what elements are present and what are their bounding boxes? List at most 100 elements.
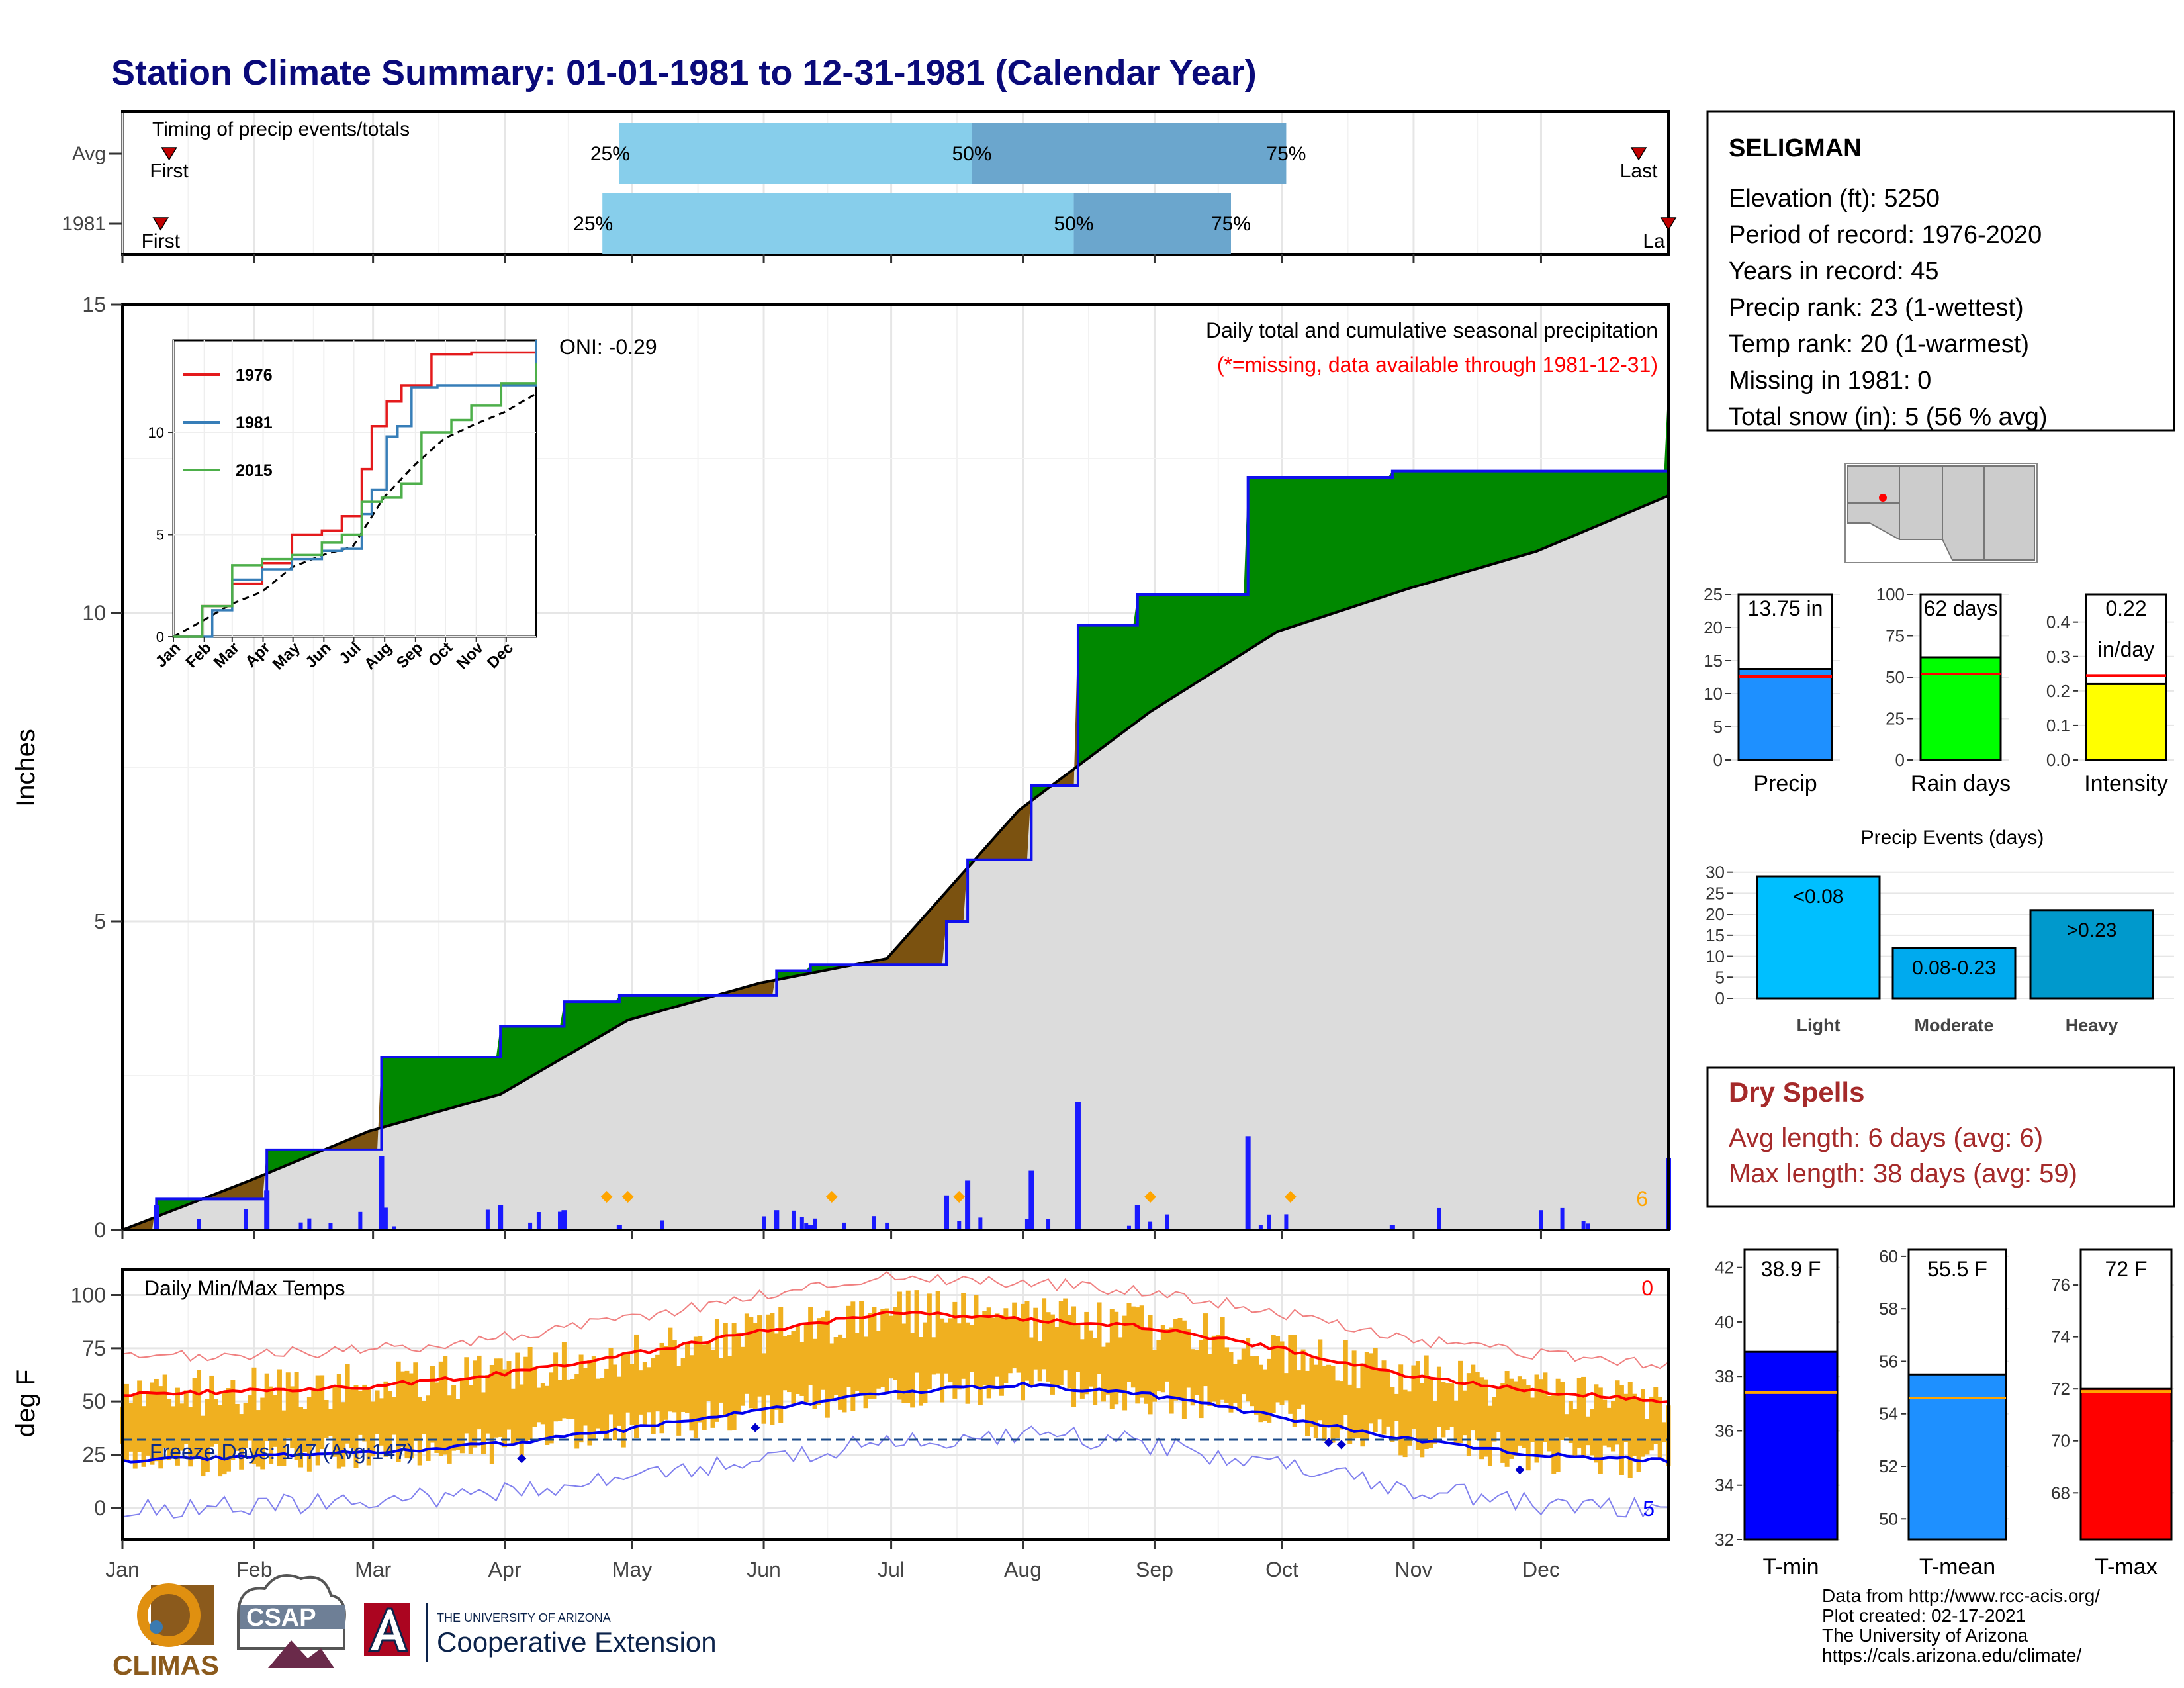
daily-temp-bar [1339,1381,1344,1430]
daily-temp-bar [379,1398,384,1446]
small-bar-tick: 0.2 [2046,681,2070,701]
daily-temp-bar [1105,1342,1111,1395]
daily-temp-bar [1021,1303,1026,1401]
daily-temp-bar [336,1374,341,1469]
avg-cumulative-line [122,494,1669,1231]
below-normal-area [717,970,777,996]
daily-temp-bar [1428,1379,1433,1448]
daily-temp-bar [1003,1308,1009,1383]
daily-temp-bar [1564,1414,1569,1438]
events-bar-label: >0.23 [2067,919,2117,941]
daily-temp-bar [591,1356,596,1441]
daily-temp-bar [298,1407,304,1468]
events-category-label: Moderate [1914,1015,1993,1035]
daily-precip-bar [298,1222,303,1230]
daily-temp-bar [1356,1388,1361,1438]
daily-precip-bar [536,1212,541,1230]
daily-temp-bar [277,1369,282,1466]
temp-bar-label: 72 F [2105,1257,2147,1281]
snow-marker-icon [825,1191,838,1203]
daily-temp-bar [502,1369,508,1448]
temp-panel-frame [121,1268,1670,1541]
daily-temp-bar [1492,1397,1497,1442]
daily-temp-bar [889,1315,894,1379]
daily-temp-bar [974,1295,979,1389]
daily-temp-bar [1369,1353,1374,1424]
daily-temp-bar [1232,1364,1238,1403]
inset-legend-label: 1981 [236,414,273,432]
daily-temp-bar [349,1389,355,1449]
below-normal-area [976,785,1032,860]
daily-temp-bar [842,1338,847,1413]
daily-temp-bar [1543,1372,1548,1442]
daily-temp-bar [1619,1385,1624,1475]
record-high-line [122,1271,1669,1370]
daily-temp-bar [702,1344,707,1430]
daily-temp-bar [825,1310,830,1418]
daily-precip-bar [872,1216,876,1230]
daily-temp-bar [901,1323,907,1403]
below-normal-area [203,1149,267,1199]
daily-temp-bar [1220,1317,1225,1400]
timing-marker-icon [152,217,169,231]
daily-temp-bar [940,1318,945,1403]
small-bar-label: 0.22 [2105,596,2146,620]
ua-logo-letter [367,1607,409,1652]
inset-legend-label: 2015 [236,461,273,480]
footer-line-created: Plot created: 02-17-2021 [1822,1605,2026,1626]
daily-temp-bar [171,1406,176,1456]
daily-temp-bar [362,1384,367,1442]
above-normal-area [1031,784,1053,801]
daily-temp-bar [536,1387,541,1423]
small-bar-tick: 20 [1704,618,1723,637]
daily-precip-bar [498,1205,504,1230]
temp-bar-tick: 54 [1879,1404,1898,1424]
above-normal-area [1077,381,1668,766]
temp-ytick-label: 25 [82,1442,106,1466]
daily-temp-bar [1160,1325,1165,1393]
daily-temp-bar [1114,1311,1119,1405]
daily-temp-bar [1156,1340,1161,1391]
events-bar-label: <0.08 [1794,886,1844,908]
daily-temp-bar [1093,1338,1098,1405]
daily-precip-bar [244,1209,248,1230]
station-line-years: Years in record: 45 [1729,258,1939,285]
daily-temp-bar [1534,1374,1539,1463]
daily-temp-bar [154,1378,159,1462]
daily-precip-bar [485,1209,490,1230]
daily-precip-bar [1284,1214,1289,1230]
daily-temp-bar [1572,1409,1578,1456]
events-bar [1891,947,2017,1000]
daily-temp-bar [285,1372,291,1438]
station-location-marker [1879,494,1887,502]
daily-temp-bar [1207,1354,1212,1406]
daily-temp-bar [566,1379,571,1419]
daily-precip-bar [965,1180,971,1230]
daily-temp-bar [175,1387,180,1466]
daily-precip-bar [616,1225,622,1230]
daily-temp-bar [1326,1364,1332,1425]
daily-temp-bar [459,1378,465,1454]
daily-temp-bar [905,1290,911,1403]
daily-temp-bar [787,1335,792,1393]
timing-p50-label: 50% [952,143,991,165]
events-tick: 5 [1715,967,1725,987]
temp-ytick-label: 100 [71,1284,106,1307]
daily-temp-bar [1305,1370,1310,1436]
daily-temp-bar [489,1364,494,1464]
temp-bar-name: T-max [2095,1554,2157,1579]
precip-panel-title: Daily total and cumulative seasonal prec… [1206,318,1658,342]
daily-temp-bar [1398,1364,1404,1456]
daily-temp-bar [341,1402,346,1467]
daily-temp-bar [451,1385,457,1451]
timing-marker-icon [161,147,177,161]
small-bar-tick: 100 [1876,585,1905,604]
daily-temp-bar [146,1392,151,1456]
daily-temp-bar [1224,1347,1230,1403]
timing-p25-label: 25% [573,213,613,235]
daily-temp-bar [1411,1365,1416,1429]
daily-temp-bar [659,1342,664,1434]
temp-bar-tick: 50 [1879,1509,1898,1528]
daily-temp-bar [1203,1313,1208,1387]
station-line-elevation: Elevation (ft): 5250 [1729,185,1940,212]
